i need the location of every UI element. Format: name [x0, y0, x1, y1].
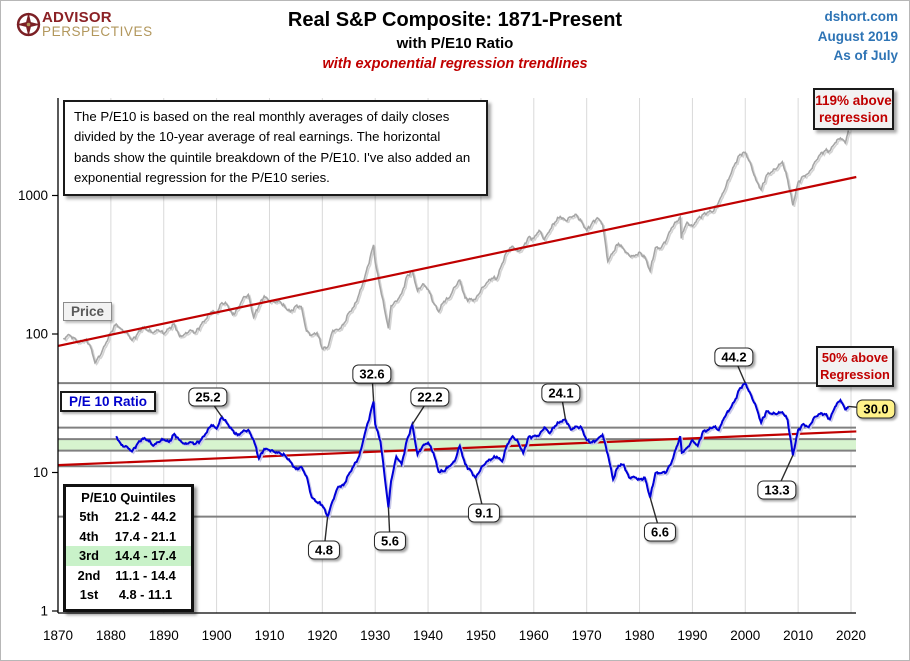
- legend-row-4th: 4th 17.4 - 21.1: [66, 527, 191, 547]
- page-title: Real S&P Composite: 1871-Present: [287, 9, 623, 31]
- methodology-note: The P/E10 is based on the real monthly a…: [63, 100, 488, 196]
- legend-row-1st: 1st 4.8 - 11.1: [66, 585, 191, 605]
- legend-quintile: 5th: [79, 509, 99, 524]
- source-block: dshort.com August 2019 As of July: [818, 7, 898, 66]
- x-tick-label-2000: 2000: [730, 628, 760, 643]
- legend-range: 21.2 - 44.2: [114, 509, 177, 524]
- pe-line: [115, 381, 850, 520]
- x-tick-label-1890: 1890: [149, 628, 179, 643]
- source-date: August 2019: [817, 28, 898, 44]
- callout-30.0: 30.0: [856, 399, 896, 419]
- x-tick-label-1950: 1950: [466, 628, 496, 643]
- price-line: [62, 130, 850, 365]
- source-asof: As of July: [833, 48, 898, 63]
- callout-9.1: 9.1: [467, 503, 501, 523]
- x-tick-label-2020: 2020: [836, 628, 866, 643]
- page-subtitle-regression: with exponential regression trendlines: [322, 56, 588, 72]
- legend-range: 11.1 - 14.4: [115, 567, 176, 583]
- callout-6.6: 6.6: [643, 522, 677, 542]
- callout-22.2: 22.2: [410, 387, 450, 407]
- callout-13.3: 13.3: [757, 480, 797, 500]
- legend-quintile: 2nd: [77, 567, 101, 583]
- pe-regression-line: [57, 430, 857, 467]
- pe10-series-label: P/E 10 Ratio: [60, 391, 157, 412]
- callout-32.6: 32.6: [352, 364, 392, 384]
- callout-44.2: 44.2: [714, 347, 754, 367]
- x-tick-label-1980: 1980: [625, 628, 655, 643]
- legend-quintile: 1st: [79, 587, 99, 602]
- y-tick-label-1000: 1000: [18, 188, 48, 203]
- x-tick-label-1990: 1990: [677, 628, 707, 643]
- quintiles-legend-title: P/E10 Quintiles: [81, 490, 176, 505]
- x-tick-label-1870: 1870: [43, 628, 73, 643]
- pe-above-regression-note: 50% above Regression: [816, 346, 894, 387]
- title-block: Real S&P Composite: 1871-Present with P/…: [141, 9, 769, 72]
- quintiles-legend: P/E10 Quintiles 5th 21.2 - 44.2 4th 17.4 - …: [63, 484, 194, 612]
- x-tick-label-2010: 2010: [783, 628, 813, 643]
- y-tick-label-10: 10: [33, 465, 48, 480]
- callout-5.6: 5.6: [373, 531, 407, 551]
- price-regression-line: [57, 175, 857, 348]
- x-tick-label-1880: 1880: [96, 628, 126, 643]
- y-tick-label-1: 1: [40, 604, 48, 619]
- x-tick-label-1930: 1930: [360, 628, 390, 643]
- legend-range: 14.4 - 17.4: [114, 548, 177, 563]
- x-tick-label-1960: 1960: [519, 628, 549, 643]
- third-quintile-band: [58, 439, 856, 451]
- legend-row-5th: 5th 21.2 - 44.2: [66, 507, 191, 527]
- quintiles-legend-rows: 5th 21.2 - 44.2 4th 17.4 - 21.1 3rd 14.4 - 17…: [66, 507, 191, 605]
- source-site: dshort.com: [824, 9, 898, 24]
- pe-line-shadow: [116, 382, 851, 521]
- callout-25.2: 25.2: [188, 387, 228, 407]
- x-tick-label-1900: 1900: [202, 628, 232, 643]
- legend-quintile: 4th: [79, 528, 99, 544]
- price-above-regression-note: 119% above regression: [813, 88, 894, 130]
- page-subtitle: with P/E10 Ratio: [396, 35, 514, 52]
- x-tick-label-1940: 1940: [413, 628, 443, 643]
- advisor-perspectives-logo: ADVISOR PERSPECTIVES: [16, 9, 153, 39]
- x-tick-label-1970: 1970: [572, 628, 602, 643]
- callout-24.1: 24.1: [541, 383, 581, 403]
- callout-4.8: 4.8: [307, 540, 341, 560]
- y-tick-label-100: 100: [25, 327, 48, 342]
- logo-advisor: ADVISOR: [42, 9, 112, 26]
- price-series-label: Price: [63, 302, 113, 321]
- legend-row-2nd: 2nd 11.1 - 14.4: [66, 566, 191, 586]
- x-tick-label-1910: 1910: [254, 628, 284, 643]
- compass-icon: [16, 12, 41, 37]
- legend-quintile: 3rd: [79, 548, 99, 563]
- legend-range: 4.8 - 11.1: [118, 587, 173, 602]
- x-tick-label-1920: 1920: [307, 628, 337, 643]
- logo-perspectives: PERSPECTIVES: [42, 24, 153, 39]
- legend-range: 17.4 - 21.1: [114, 528, 177, 544]
- legend-row-3rd: 3rd 14.4 - 17.4: [66, 546, 191, 566]
